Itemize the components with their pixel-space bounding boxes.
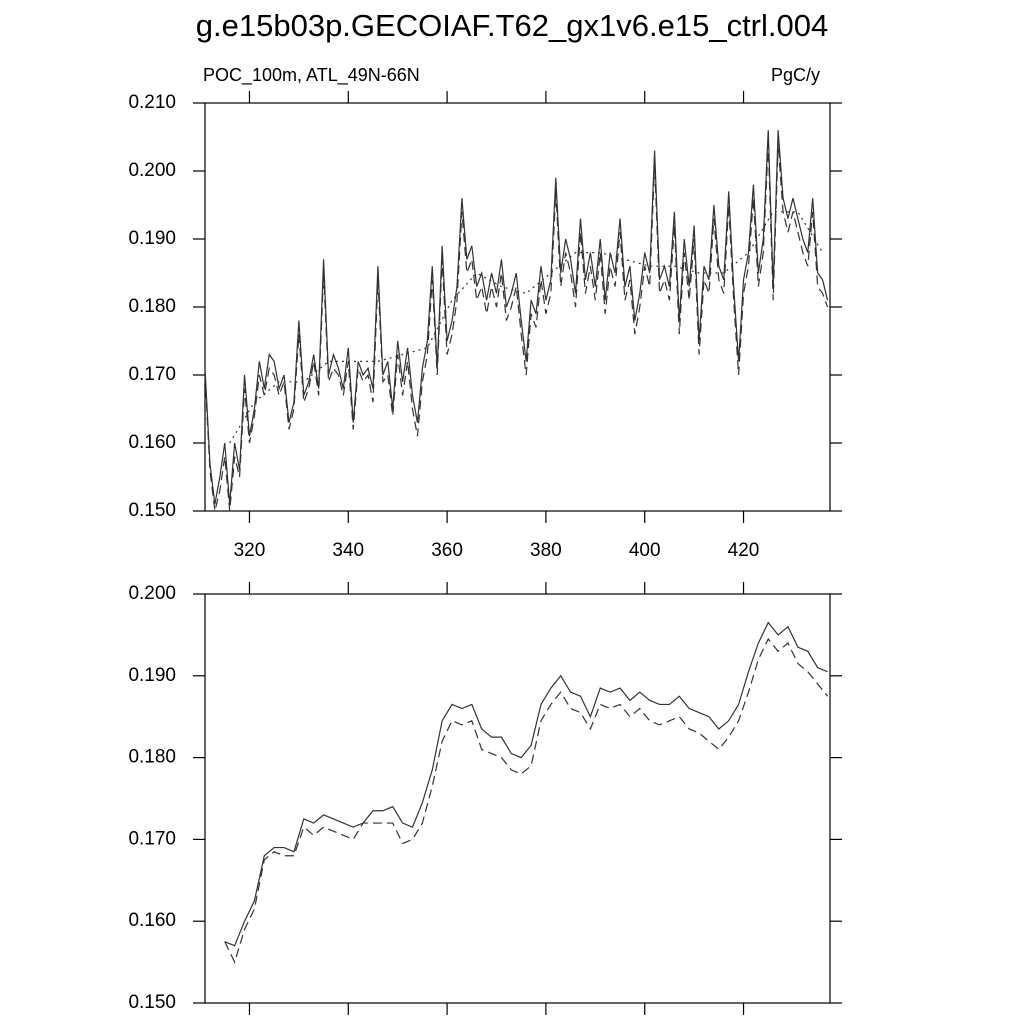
y-tick-label: 0.190 bbox=[128, 665, 176, 686]
x-tick-label: 420 bbox=[728, 540, 760, 561]
data-line bbox=[224, 637, 828, 964]
data-line bbox=[224, 621, 828, 947]
x-tick-label: 360 bbox=[431, 540, 463, 561]
x-tick-label: 380 bbox=[530, 540, 562, 561]
y-tick-label: 0.200 bbox=[128, 160, 176, 181]
plot-frame bbox=[204, 593, 831, 1004]
y-tick-label: 0.160 bbox=[128, 432, 176, 453]
y-tick-label: 0.170 bbox=[128, 364, 176, 385]
y-tick-label: 0.170 bbox=[128, 828, 176, 849]
data-line bbox=[204, 143, 829, 512]
chart-title: g.e15b03p.GECOIAF.T62_gx1v6.e15_ctrl.004 bbox=[196, 8, 828, 43]
y-tick-label: 0.200 bbox=[128, 583, 176, 604]
y-tick-label: 0.150 bbox=[128, 992, 176, 1013]
x-tick-label: 400 bbox=[629, 540, 661, 561]
y-tick-label: 0.190 bbox=[128, 228, 176, 249]
subtitle-left: POC_100m, ATL_49N-66N bbox=[203, 65, 420, 86]
y-tick-label: 0.210 bbox=[128, 92, 176, 113]
x-tick-label: 320 bbox=[234, 540, 266, 561]
y-tick-label: 0.180 bbox=[128, 296, 176, 317]
y-tick-label: 0.180 bbox=[128, 747, 176, 768]
x-tick-label: 340 bbox=[332, 540, 364, 561]
subtitle-right: PgC/y bbox=[771, 65, 820, 85]
y-tick-label: 0.160 bbox=[128, 910, 176, 931]
plot-frame bbox=[204, 102, 831, 512]
y-tick-label: 0.150 bbox=[128, 500, 176, 521]
data-line bbox=[229, 211, 824, 444]
data-line bbox=[204, 130, 829, 505]
